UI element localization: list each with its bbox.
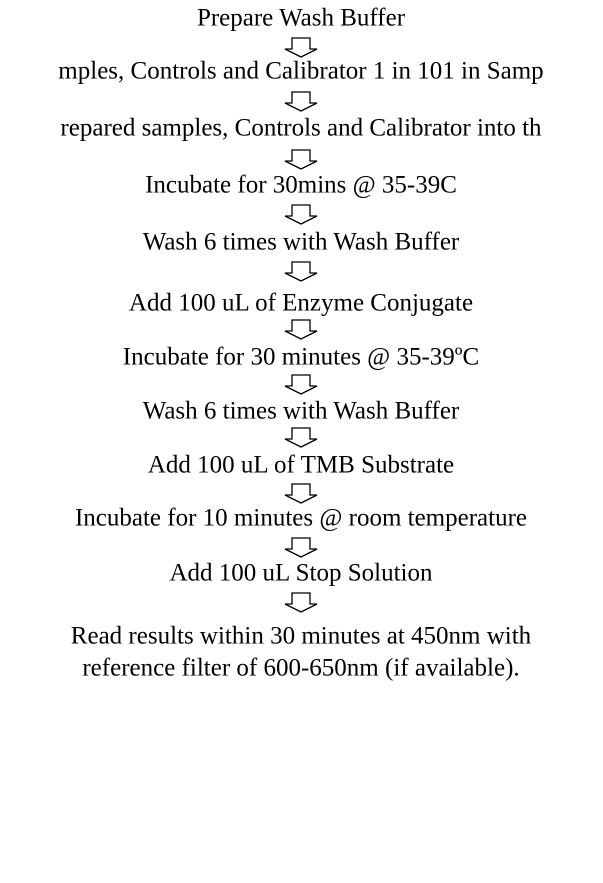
flow-arrow xyxy=(284,374,318,395)
step-text: Incubate for 30mins @ 35-39C xyxy=(145,172,457,199)
step-text: Wash 6 times with Wash Buffer xyxy=(143,229,460,256)
flow-arrow xyxy=(284,537,318,558)
step-text: Incubate for 30 minutes @ 35-39ºC xyxy=(123,344,479,371)
flow-arrow xyxy=(284,592,318,613)
flow-arrow xyxy=(284,204,318,225)
flow-arrow xyxy=(284,91,318,112)
step-text: Add 100 uL of Enzyme Conjugate xyxy=(129,290,473,317)
step-text: reference filter of 600-650nm (if availa… xyxy=(82,655,519,682)
flow-arrow xyxy=(284,427,318,448)
step-text: Incubate for 10 minutes @ room temperatu… xyxy=(75,505,527,532)
step-text: Prepare Wash Buffer xyxy=(197,5,406,32)
step-text: Wash 6 times with Wash Buffer xyxy=(143,398,460,425)
flow-arrow xyxy=(284,261,318,282)
step-text: repared samples, Controls and Calibrator… xyxy=(60,115,542,142)
flow-arrow xyxy=(284,149,318,170)
step-text: Read results within 30 minutes at 450nm … xyxy=(71,623,532,650)
step-text: Add 100 uL of TMB Substrate xyxy=(148,452,454,479)
step-text: Add 100 uL Stop Solution xyxy=(170,560,433,587)
flow-arrow xyxy=(284,483,318,504)
step-text: mples, Controls and Calibrator 1 in 101 … xyxy=(58,58,543,85)
flow-arrow xyxy=(284,319,318,340)
flow-arrow xyxy=(284,37,318,58)
